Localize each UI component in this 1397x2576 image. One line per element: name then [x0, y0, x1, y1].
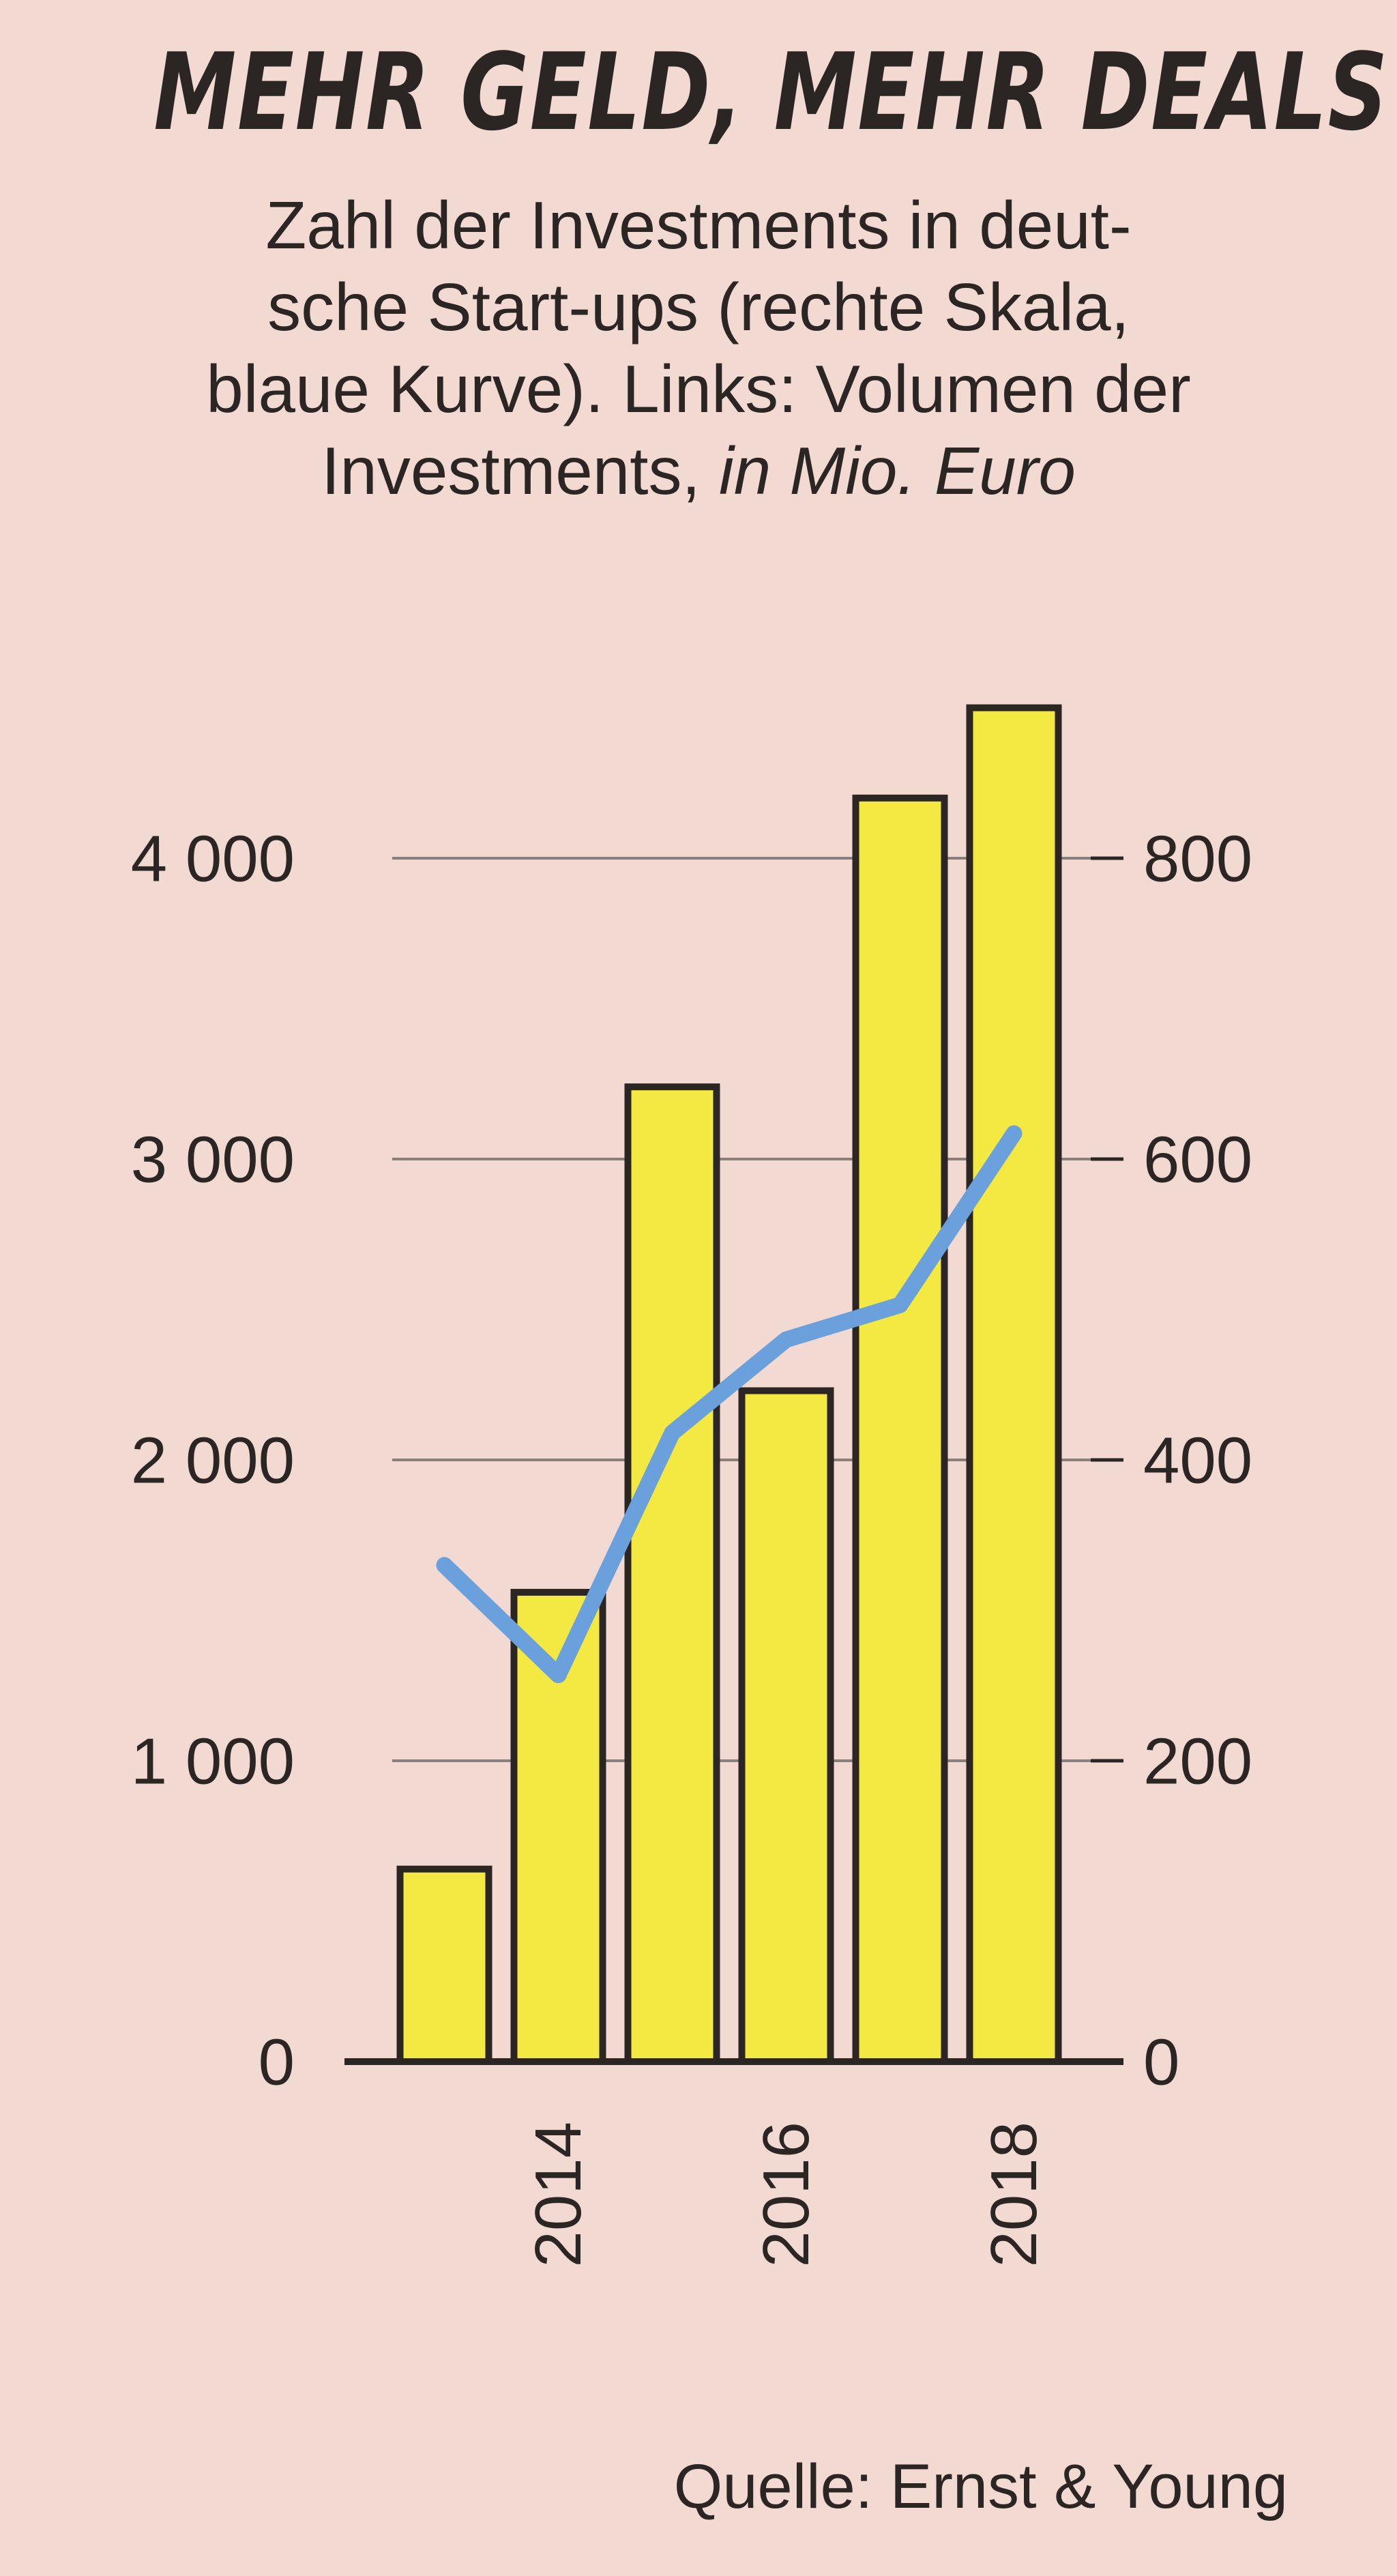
left-tick-label-0: 0 [259, 2026, 295, 2099]
subtitle-line-4-text: Investments, [321, 433, 701, 508]
left-tick-label-4: 4 000 [131, 823, 295, 896]
tick-labels: 0 1 000 2 000 3 000 4 000 0 200 400 600 800 2014 20… [131, 823, 1252, 2268]
right-tick-label-1: 200 [1143, 1725, 1252, 1798]
subtitle-line-4: Investments, in Mio. Euro [68, 430, 1329, 512]
chart-title: MEHR GELD, MEHR DEALS [153, 30, 1389, 154]
right-tick-label-4: 800 [1143, 823, 1252, 896]
subtitle-line-2: sche Start-ups (rechte Skala, [267, 269, 1130, 345]
right-tick-label-0: 0 [1143, 2026, 1179, 2099]
bar-2017 [852, 794, 948, 2065]
right-tick-label-2: 400 [1143, 1424, 1252, 1497]
left-tick-label-3: 3 000 [131, 1124, 295, 1197]
line-series [436, 1125, 1023, 1684]
x-tick-label-2014: 2014 [522, 2122, 595, 2268]
chart-subtitle: Zahl der Investments in deut- sche Start… [68, 184, 1329, 512]
left-tick-label-1: 1 000 [131, 1725, 295, 1798]
subtitle-line-3: blaue Kurve). Links: Volumen der [206, 351, 1191, 426]
x-tick-label-2016: 2016 [750, 2122, 823, 2268]
subtitle-line-1: Zahl der Investments in deut- [265, 188, 1132, 263]
left-tick-label-2: 2 000 [131, 1424, 295, 1497]
bar-2015 [624, 1083, 720, 2065]
x-tick-label-2018: 2018 [977, 2122, 1050, 2268]
subtitle-unit: in Mio. Euro [718, 433, 1076, 508]
source-note: Quelle: Ernst & Young [673, 2452, 1288, 2521]
line-investment-count [436, 1125, 1023, 1684]
right-tick-label-3: 600 [1143, 1124, 1252, 1197]
bar-2013 [396, 1865, 492, 2065]
bar-2016 [738, 1387, 834, 2065]
bar-2018 [966, 704, 1062, 2065]
